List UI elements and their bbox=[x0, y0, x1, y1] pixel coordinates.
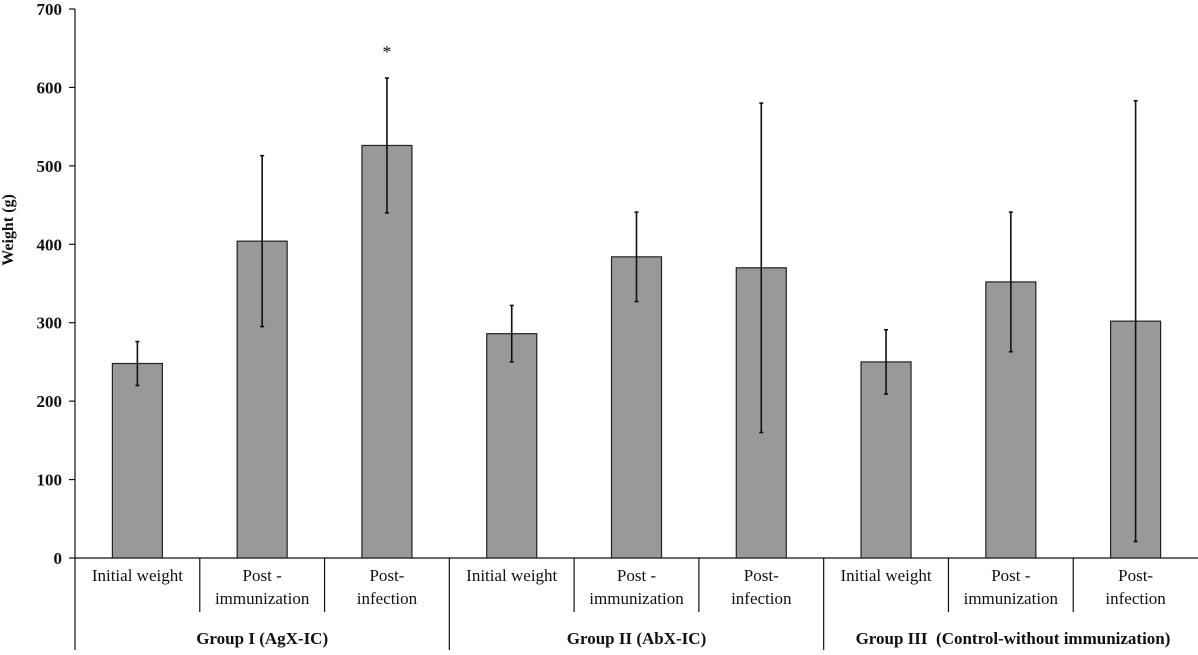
category-label: infection bbox=[731, 589, 792, 608]
y-tick-label: 700 bbox=[37, 0, 63, 19]
bar bbox=[610, 256, 663, 559]
group-label: Group II (AbX-IC) bbox=[567, 629, 707, 648]
group-label: Group III (Control-without immunization) bbox=[856, 629, 1171, 648]
y-tick-label: 300 bbox=[37, 314, 63, 333]
category-label: immunization bbox=[215, 589, 310, 608]
y-tick-label: 600 bbox=[37, 78, 63, 97]
category-label: infection bbox=[357, 589, 418, 608]
category-label: Post- bbox=[369, 566, 404, 585]
bars bbox=[111, 77, 1162, 559]
bar bbox=[486, 333, 538, 559]
y-tick-label: 500 bbox=[37, 157, 63, 176]
bar bbox=[361, 144, 413, 559]
category-label: immunization bbox=[964, 589, 1059, 608]
category-label: Post- bbox=[744, 566, 779, 585]
category-label: immunization bbox=[589, 589, 684, 608]
y-tick-label: 100 bbox=[37, 471, 63, 490]
y-tick-label: 400 bbox=[37, 235, 63, 254]
category-label: Post - bbox=[243, 566, 283, 585]
category-label: infection bbox=[1105, 589, 1166, 608]
labels: 0 100 200 300 400 500 600 700 Weight (g) Initial … bbox=[0, 0, 1170, 648]
category-label: Post - bbox=[991, 566, 1031, 585]
y-tick-label: 200 bbox=[37, 392, 63, 411]
bar bbox=[111, 362, 163, 559]
category-label: Initial weight bbox=[92, 566, 183, 585]
category-label: Post- bbox=[1118, 566, 1153, 585]
group-label: Group I (AgX-IC) bbox=[196, 629, 328, 648]
category-label: Post - bbox=[617, 566, 657, 585]
significance-marker: * bbox=[382, 42, 391, 62]
category-label: Initial weight bbox=[840, 566, 931, 585]
y-tick-label: 0 bbox=[54, 549, 63, 568]
category-label: Initial weight bbox=[466, 566, 557, 585]
y-axis-label: Weight (g) bbox=[0, 194, 17, 266]
